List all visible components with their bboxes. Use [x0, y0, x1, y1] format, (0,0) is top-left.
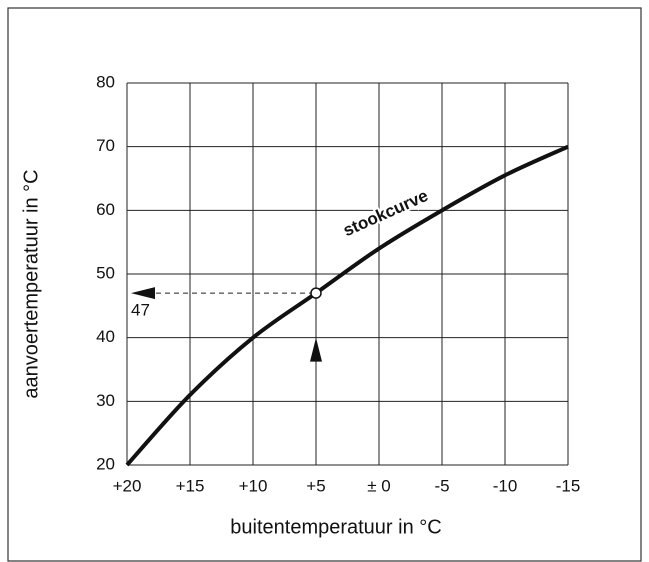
y-tick-label: 20 [96, 454, 115, 473]
x-tick-label: +20 [113, 476, 142, 495]
x-tick-label: -15 [556, 476, 581, 495]
y-tick-label: 50 [96, 263, 115, 282]
y-axis-label: aanvoertemperatuur in °C [20, 169, 42, 398]
x-axis-label: buitentemperatuur in °C [230, 516, 441, 538]
y-tick-label: 30 [96, 391, 115, 410]
curve-label: stookcurve [340, 186, 431, 240]
y-tick-label: 80 [96, 72, 115, 91]
y-tick-label: 40 [96, 327, 115, 346]
marker-label: 47 [131, 301, 150, 320]
x-tick-label: ± 0 [367, 476, 391, 495]
curve [125, 144, 569, 467]
arrow-left [131, 287, 155, 300]
x-tick-label: +15 [176, 476, 205, 495]
frame [7, 7, 642, 562]
x-tick-label: +5 [306, 476, 325, 495]
marker-point [310, 287, 322, 299]
x-tick-label: -10 [493, 476, 518, 495]
y-tick-label: 70 [96, 136, 115, 155]
y-tick-label: 60 [96, 200, 115, 219]
arrow-up [310, 337, 322, 362]
x-tick-label: -5 [434, 476, 449, 495]
x-tick-label: +10 [239, 476, 268, 495]
